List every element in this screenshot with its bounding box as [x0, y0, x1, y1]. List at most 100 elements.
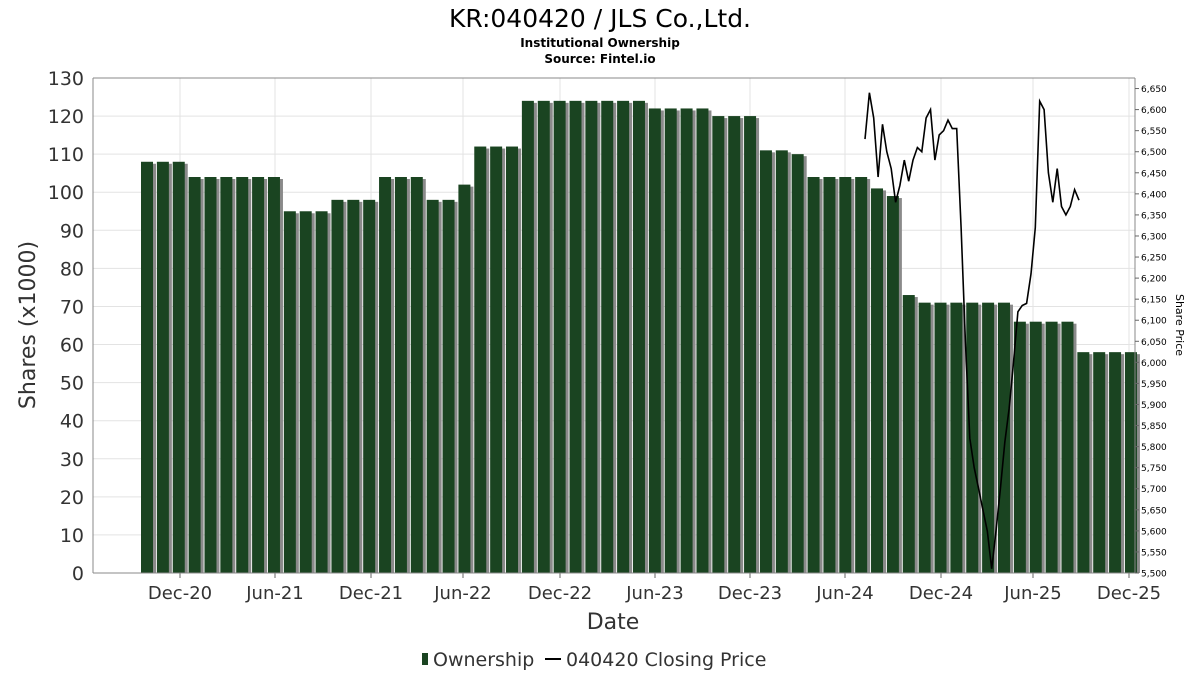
x-tick-label: Dec-22: [528, 583, 592, 604]
y-tick-label: 120: [48, 106, 84, 128]
ownership-bar: [712, 116, 725, 574]
y-tick-label: 80: [60, 258, 84, 280]
ownership-bar: [410, 177, 423, 573]
ownership-bar: [490, 146, 503, 574]
ownership-bar: [347, 199, 360, 573]
x-tick-label: Dec-21: [339, 583, 403, 604]
x-tick-label: Jun-23: [625, 583, 684, 604]
ownership-bars: [141, 100, 1140, 574]
x-tick-label: Jun-21: [245, 583, 304, 604]
ownership-bar: [1029, 321, 1042, 573]
ownership-bar: [632, 100, 645, 573]
ownership-bar: [839, 177, 852, 573]
y2-tick-label: 5,650: [1141, 506, 1167, 516]
y-tick-label: 50: [60, 373, 84, 395]
chart-source: Source: Fintel.io: [544, 52, 655, 66]
price-line: [864, 92, 1080, 569]
legend-ownership-swatch: [422, 653, 428, 665]
y2-tick-label: 6,400: [1141, 190, 1167, 200]
y2-tick-label: 6,450: [1141, 169, 1167, 179]
ownership-bar: [696, 108, 709, 573]
y-tick-label: 90: [60, 220, 84, 242]
ownership-bar: [664, 108, 677, 573]
ownership-bar: [982, 302, 995, 573]
y-tick-label: 60: [60, 335, 84, 357]
ownership-bar: [569, 100, 582, 573]
ownership-bar: [617, 100, 630, 573]
ownership-bar: [299, 211, 312, 573]
ownership-bar: [521, 100, 534, 573]
y2-tick-label: 5,850: [1141, 422, 1167, 432]
ownership-bar: [1077, 352, 1090, 573]
y2-tick-label: 5,900: [1141, 401, 1167, 411]
y-axis-title: Shares (x1000): [16, 241, 41, 409]
y-tick-label: 130: [48, 68, 84, 90]
ownership-bar: [156, 161, 169, 573]
ownership-bar: [934, 302, 947, 573]
ownership-bar: [775, 150, 788, 573]
y2-tick-label: 5,800: [1141, 443, 1167, 453]
y2-tick-label: 6,350: [1141, 211, 1167, 221]
ownership-bar: [458, 184, 471, 573]
ownership-bar: [553, 100, 566, 573]
ownership-bar: [966, 302, 979, 573]
legend-ownership-label: Ownership: [433, 649, 534, 671]
ownership-bar: [252, 177, 265, 573]
y2-tick-label: 5,700: [1141, 485, 1167, 495]
ownership-bar: [283, 211, 296, 573]
ownership-bar: [680, 108, 693, 573]
ownership-bar: [823, 177, 836, 573]
legend: Ownership 040420 Closing Price: [422, 649, 766, 671]
chart-title: KR:040420 / JLS Co.,Ltd.: [449, 4, 751, 33]
ownership-bar: [886, 196, 899, 574]
ownership-bar: [331, 199, 344, 573]
y2-tick-label: 5,500: [1141, 570, 1167, 580]
ownership-bar: [141, 161, 153, 573]
ownership-bar: [236, 177, 249, 573]
ownership-bar: [426, 199, 439, 573]
ownership-bar: [1093, 352, 1106, 573]
ownership-bar: [220, 177, 233, 573]
ownership-bar: [1061, 321, 1074, 573]
ownership-bar: [728, 116, 741, 574]
ownership-bar: [172, 161, 185, 573]
ownership-bar: [474, 146, 487, 574]
x-tick-label: Dec-24: [909, 583, 973, 604]
ownership-bar: [363, 199, 376, 573]
ownership-bar: [1124, 352, 1137, 573]
y2-tick-label: 6,200: [1141, 275, 1167, 285]
ownership-bar: [1109, 352, 1122, 573]
ownership-bar: [918, 302, 931, 573]
ownership-bar: [188, 177, 201, 573]
y2-tick-label: 5,750: [1141, 464, 1167, 474]
ownership-bar: [950, 302, 963, 573]
y2-tick-label: 5,550: [1141, 548, 1167, 558]
ownership-bar: [791, 154, 804, 573]
x-tick-label: Jun-25: [1003, 583, 1062, 604]
ownership-bar: [1045, 321, 1058, 573]
ownership-bar: [267, 177, 280, 573]
x-tick-label: Dec-20: [148, 583, 212, 604]
x-tick-label: Dec-23: [718, 583, 782, 604]
ownership-bar: [379, 177, 392, 573]
ownership-bar: [506, 146, 519, 574]
ownership-bar: [1013, 321, 1026, 573]
ownership-bar: [585, 100, 598, 573]
x-tick-label: Dec-25: [1097, 583, 1161, 604]
legend-price-label: 040420 Closing Price: [566, 649, 766, 671]
y2-tick-label: 6,300: [1141, 232, 1167, 242]
y2-axis-title: Share Price: [1173, 294, 1186, 356]
ownership-bar: [855, 177, 868, 573]
y-tick-label: 110: [48, 144, 84, 166]
y2-tick-label: 6,500: [1141, 148, 1167, 158]
y2-tick-label: 5,950: [1141, 380, 1167, 390]
y2-tick-label: 6,150: [1141, 296, 1167, 306]
y2-tick-label: 6,600: [1141, 106, 1167, 116]
ownership-bar: [442, 199, 455, 573]
price-line-layer: [864, 92, 1080, 569]
y-tick-label: 10: [60, 525, 84, 547]
y2-tick-label: 6,250: [1141, 254, 1167, 264]
ownership-bar: [648, 108, 661, 573]
